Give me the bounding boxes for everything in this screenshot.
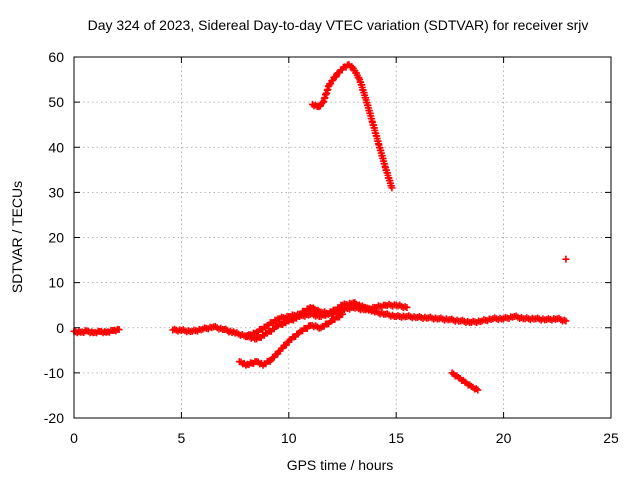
y-tick-label: 50 xyxy=(48,94,64,110)
y-tick-label: 0 xyxy=(56,320,64,336)
data-point xyxy=(388,184,396,192)
x-tick-label: 0 xyxy=(70,430,78,446)
data-point xyxy=(562,317,570,325)
plot-frame xyxy=(73,56,612,419)
y-tick-labels: -20 -10 0 10 20 30 40 50 60 xyxy=(44,49,64,426)
x-tick-label: 5 xyxy=(178,430,186,446)
data-points xyxy=(70,61,570,394)
y-tick-label: 40 xyxy=(48,139,64,155)
data-point xyxy=(115,326,123,334)
x-tick-labels: 0 5 10 15 20 25 xyxy=(70,430,619,446)
y-tick-label: 20 xyxy=(48,230,64,246)
data-point xyxy=(474,386,482,394)
data-point xyxy=(339,310,346,318)
data-point xyxy=(403,303,411,311)
y-tick-label: 30 xyxy=(48,184,64,200)
x-tick-label: 15 xyxy=(388,430,404,446)
x-tick-label: 10 xyxy=(281,430,297,446)
axis-ticks xyxy=(73,56,612,419)
x-tick-label: 25 xyxy=(603,430,619,446)
y-tick-label: -10 xyxy=(44,365,64,381)
data-point xyxy=(562,255,570,263)
grid-lines xyxy=(74,57,611,418)
x-axis-title: GPS time / hours xyxy=(287,457,394,473)
y-tick-label: 60 xyxy=(48,49,64,65)
y-tick-label: -20 xyxy=(44,410,64,426)
y-axis-title: SDTVAR / TECUs xyxy=(9,181,25,293)
chart-title: Day 324 of 2023, Sidereal Day-to-day VTE… xyxy=(88,17,589,33)
y-tick-label: 10 xyxy=(48,275,64,291)
x-tick-label: 20 xyxy=(496,430,512,446)
